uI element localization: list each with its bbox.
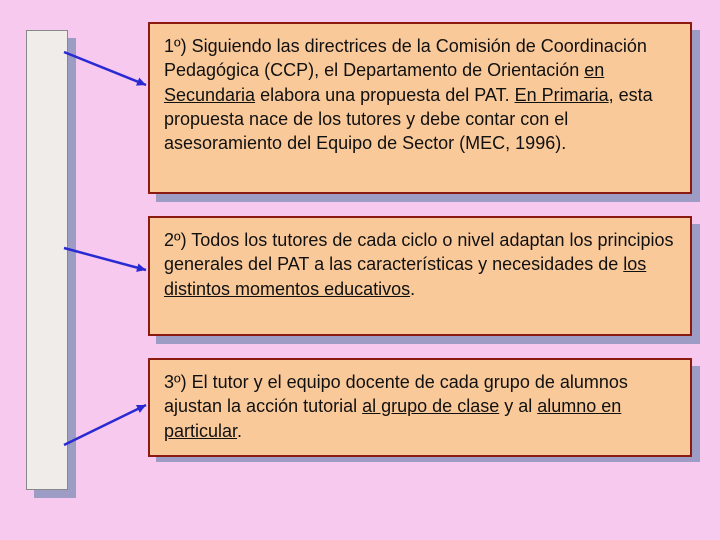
body-text: . bbox=[410, 279, 415, 299]
sidebar bbox=[26, 30, 68, 490]
underlined-text: En Primaria bbox=[515, 85, 609, 105]
box-prefix: 2º) bbox=[164, 230, 191, 250]
body-text: elabora una propuesta del PAT. bbox=[255, 85, 515, 105]
box-prefix: 3º) bbox=[164, 372, 192, 392]
box3: 3º) El tutor y el equipo docente de cada… bbox=[148, 358, 692, 457]
body-text: . bbox=[237, 421, 242, 441]
box2: 2º) Todos los tutores de cada ciclo o ni… bbox=[148, 216, 692, 336]
box-text: 2º) Todos los tutores de cada ciclo o ni… bbox=[164, 230, 674, 299]
box-text: 1º) Siguiendo las directrices de la Comi… bbox=[164, 36, 653, 153]
underlined-text: al grupo de clase bbox=[362, 396, 499, 416]
body-text: Todos los tutores de cada ciclo o nivel … bbox=[164, 230, 674, 274]
body-text: Siguiendo las directrices de la Comisión… bbox=[164, 36, 647, 80]
box1: 1º) Siguiendo las directrices de la Comi… bbox=[148, 22, 692, 194]
box-text: 3º) El tutor y el equipo docente de cada… bbox=[164, 372, 628, 441]
body-text: y al bbox=[499, 396, 537, 416]
box-prefix: 1º) bbox=[164, 36, 192, 56]
